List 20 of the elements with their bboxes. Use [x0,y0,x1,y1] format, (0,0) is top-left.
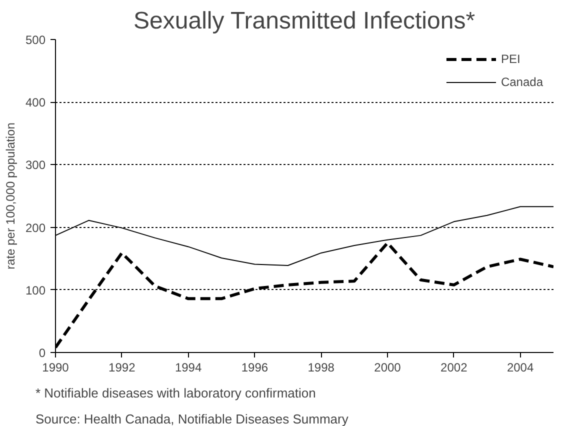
x-tick-label: 1998 [308,360,335,374]
source-note: Source: Health Canada, Notifiable Diseases Summary [36,412,349,426]
chart-title: Sexually Transmitted Infections* [134,8,476,34]
x-tick-label: 2000 [374,360,402,374]
y-tick-label: 200 [25,220,46,235]
y-axis-title: rate per 100,000 population [3,122,18,270]
x-tick-label: 1994 [174,360,202,374]
y-tick-label: 500 [25,33,46,47]
y-tick-label: 100 [25,283,46,298]
legend-label: PEI [500,52,521,66]
x-tick-label: 2002 [440,360,468,374]
x-tick-label: 1996 [241,360,268,374]
x-tick-label: 1992 [108,360,136,374]
text: * Notifiable diseases with laboratory confirmation [36,386,316,400]
y-tick-label: 0 [38,346,46,360]
x-tick-label: 2004 [506,360,534,374]
y-tick-label: 400 [25,96,46,110]
legend-label: Canada [500,75,543,89]
y-tick-label: 300 [25,158,46,172]
x-tick-label: 1990 [42,360,70,374]
